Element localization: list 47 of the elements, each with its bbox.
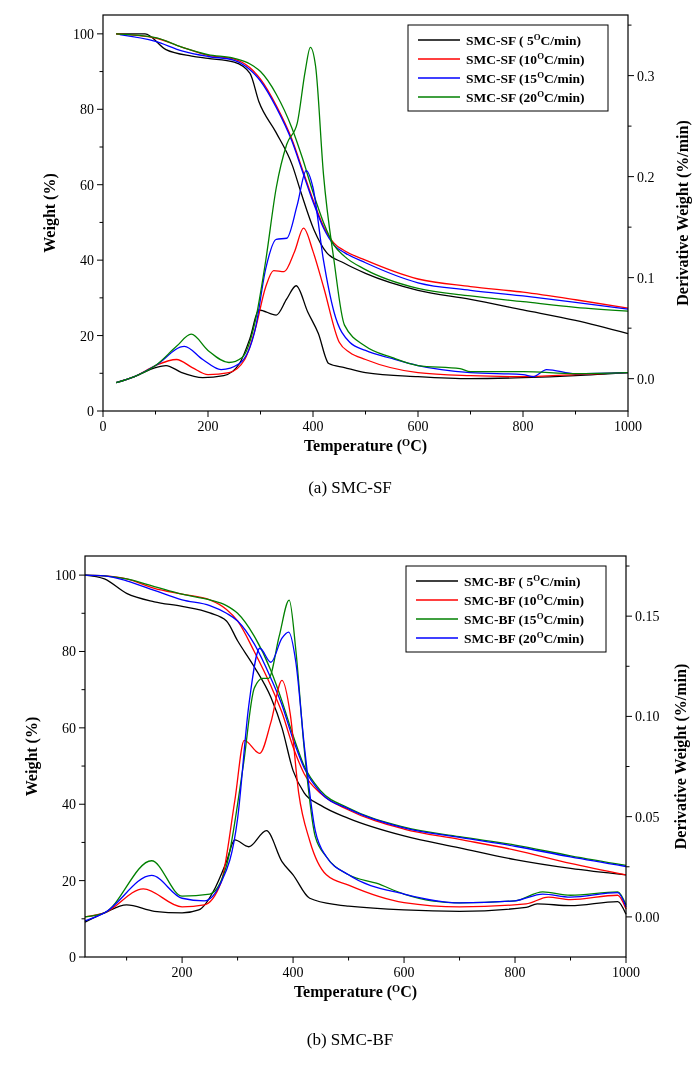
x-axis-title: Temperature ($^{O}$C)	[303, 436, 428, 455]
x-tick-label: 0	[99, 419, 107, 434]
y-tick-label: 100	[55, 568, 76, 584]
y2-tick-label: 0.1	[637, 270, 655, 286]
y-tick-label: 20	[62, 873, 76, 889]
x-tick-label: 200	[171, 965, 193, 980]
y2-tick-label: 0.2	[637, 169, 655, 185]
y-tick-label: 60	[80, 177, 94, 193]
x-tick-label: 600	[393, 965, 415, 980]
y-tick-label: 60	[62, 720, 76, 736]
y2-axis-title: Derivative Weight (%/min)	[674, 120, 692, 306]
y-tick-label: 0	[69, 950, 76, 965]
y-axis-title: Weight (%)	[41, 173, 59, 253]
y-tick-label: 80	[80, 102, 94, 118]
x-tick-label: 400	[282, 965, 304, 980]
x-tick-label: 1000	[612, 965, 640, 980]
y-tick-label: 40	[80, 253, 94, 269]
legend-label: SMC-SF (15$^{O}$C/min)	[466, 70, 585, 86]
y2-tick-label: 0.05	[635, 809, 660, 825]
y2-tick-label: 0.15	[635, 609, 660, 625]
legend-label: SMC-BF (10$^{O}$C/min)	[464, 592, 584, 608]
x-axis-title: Temperature ($^{O}$C)	[293, 982, 418, 1001]
legend-label: SMC-SF (10$^{O}$C/min)	[466, 51, 585, 67]
y-axis-title: Weight (%)	[23, 716, 41, 797]
x-tick-label: 200	[197, 419, 219, 434]
x-tick-label: 800	[504, 965, 526, 980]
y-tick-label: 40	[62, 797, 76, 813]
y2-tick-label: 0.3	[637, 68, 655, 84]
x-tick-label: 1000	[614, 419, 642, 434]
legend-label: SMC-BF (15$^{O}$C/min)	[464, 611, 584, 627]
legend-label: SMC-SF (20$^{O}$C/min)	[466, 89, 585, 105]
x-tick-label: 400	[302, 419, 324, 434]
text: (b) SMC-BF	[306, 1030, 394, 1049]
y-tick-label: 80	[62, 644, 76, 660]
legend-label: SMC-SF ( 5$^{O}$C/min)	[466, 32, 582, 48]
y2-axis-title: Derivative Weight (%/min)	[672, 663, 690, 850]
y2-tick-label: 0.10	[635, 709, 660, 725]
legend-label: SMC-BF ( 5$^{O}$C/min)	[464, 573, 581, 589]
y-tick-label: 0	[87, 404, 94, 419]
x-tick-label: 800	[512, 419, 534, 434]
y2-tick-label: 0.00	[635, 909, 660, 925]
y-tick-label: 100	[73, 26, 94, 42]
legend-label: SMC-BF (20$^{O}$C/min)	[464, 630, 584, 646]
y-tick-label: 20	[80, 328, 94, 344]
x-tick-label: 600	[407, 419, 429, 434]
y2-tick-label: 0.0	[637, 371, 655, 387]
text: (a) SMC-SF	[308, 478, 392, 497]
